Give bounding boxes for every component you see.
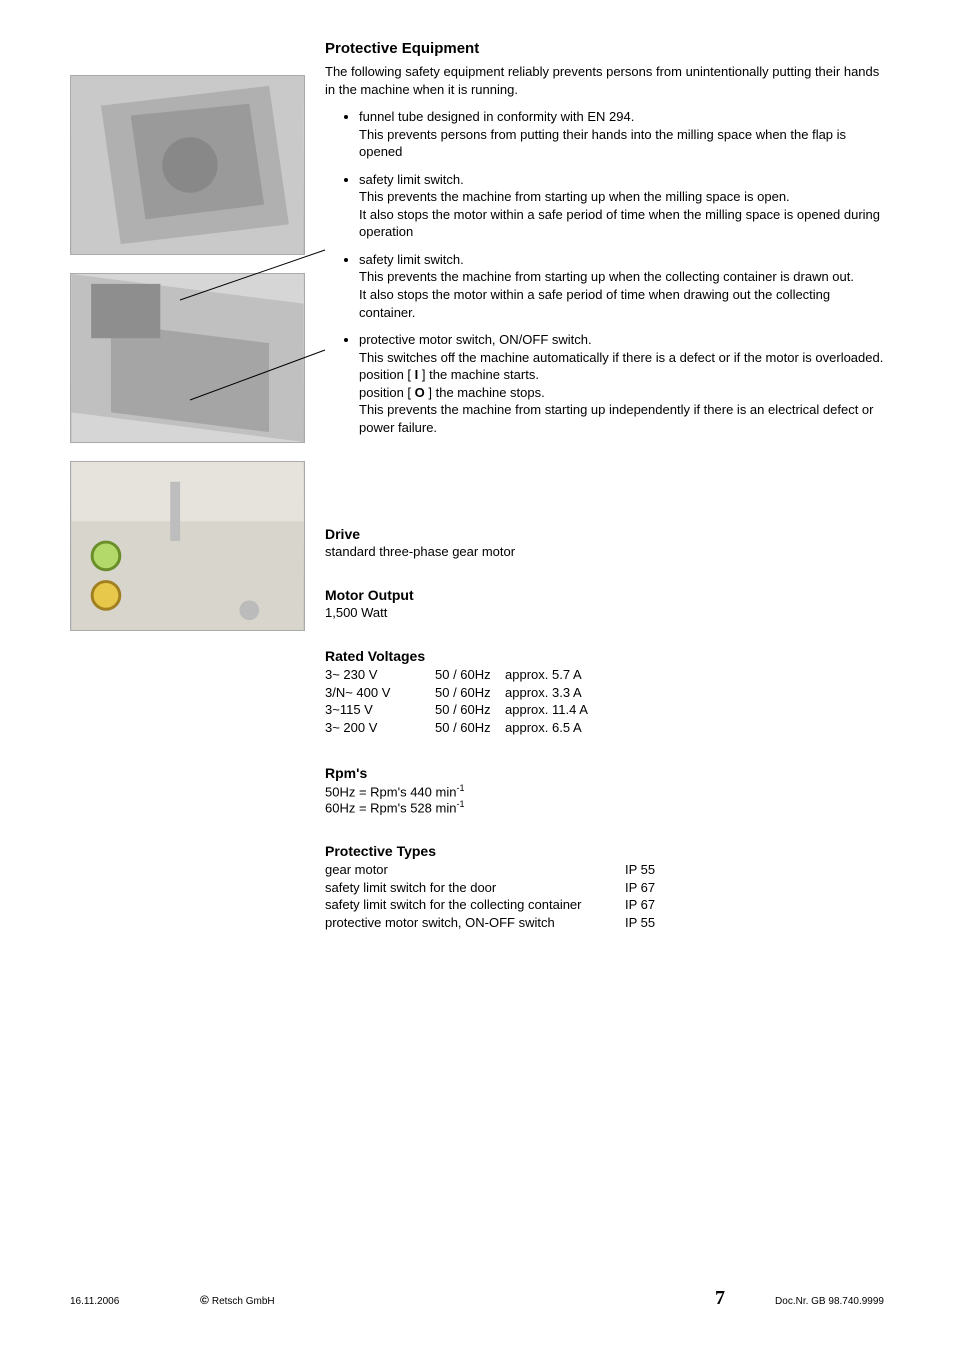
bullet-item: protective motor switch, ON/OFF switch. …: [359, 331, 884, 436]
current-cell: approx. 3.3 A: [505, 684, 645, 702]
protective-ip-cell: IP 67: [625, 896, 695, 914]
bullet-item: safety limit switch. This prevents the m…: [359, 171, 884, 241]
rpm-line-2: 60Hz = Rpm's 528 min-1: [325, 799, 884, 815]
bullet-head: protective motor switch, ON/OFF switch.: [359, 332, 592, 347]
section-title: Protective Equipment: [325, 40, 884, 57]
bullet-item: funnel tube designed in conformity with …: [359, 108, 884, 161]
footer-doc-number: Doc.Nr. GB 98.740.9999: [775, 1296, 884, 1307]
bullet-head: funnel tube designed in conformity with …: [359, 109, 634, 124]
frequency-cell: 50 / 60Hz: [435, 666, 505, 684]
drive-title: Drive: [325, 526, 884, 542]
intro-paragraph: The following safety equipment reliably …: [325, 63, 884, 98]
machine-illustration-1: [71, 76, 304, 254]
motor-output-title: Motor Output: [325, 587, 884, 603]
machine-illustration-2: [71, 274, 304, 442]
bullet-item: safety limit switch. This prevents the m…: [359, 251, 884, 321]
bullet-body: This switches off the machine automatica…: [359, 350, 883, 435]
protective-types-table: gear motorIP 55safety limit switch for t…: [325, 861, 884, 931]
current-cell: approx. 5.7 A: [505, 666, 645, 684]
text-column: Protective Equipment The following safet…: [325, 40, 884, 931]
voltage-cell: 3/N~ 400 V: [325, 684, 435, 702]
protective-label-cell: gear motor: [325, 861, 625, 879]
protective-ip-cell: IP 55: [625, 914, 695, 932]
protective-ip-cell: IP 67: [625, 879, 695, 897]
footer-page-number: 7: [715, 1287, 775, 1310]
bullet-head: safety limit switch.: [359, 172, 464, 187]
rpm-title: Rpm's: [325, 765, 884, 781]
frequency-cell: 50 / 60Hz: [435, 684, 505, 702]
figure-safety-switch: [70, 273, 305, 443]
footer-date: 16.11.2006: [70, 1296, 200, 1307]
bullet-body: This prevents persons from putting their…: [359, 127, 846, 160]
image-column: [70, 40, 305, 931]
drive-text: standard three-phase gear motor: [325, 544, 884, 559]
voltage-cell: 3~115 V: [325, 701, 435, 719]
copyright-icon: ©: [200, 1293, 209, 1307]
frequency-cell: 50 / 60Hz: [435, 719, 505, 737]
page-footer: 16.11.2006 ©Retsch GmbH 7 Doc.Nr. GB 98.…: [70, 1287, 884, 1310]
machine-illustration-3: [71, 462, 304, 630]
rated-voltages-title: Rated Voltages: [325, 648, 884, 664]
voltage-cell: 3~ 200 V: [325, 719, 435, 737]
voltage-cell: 3~ 230 V: [325, 666, 435, 684]
bullet-head: safety limit switch.: [359, 252, 464, 267]
bullet-list: funnel tube designed in conformity with …: [325, 108, 884, 436]
protective-label-cell: protective motor switch, ON-OFF switch: [325, 914, 625, 932]
protective-ip-cell: IP 55: [625, 861, 695, 879]
bullet-body: This prevents the machine from starting …: [359, 269, 854, 319]
protective-types-title: Protective Types: [325, 843, 884, 859]
rpm-line-1: 50Hz = Rpm's 440 min-1: [325, 783, 884, 799]
protective-label-cell: safety limit switch for the collecting c…: [325, 896, 625, 914]
figure-funnel-tube: [70, 75, 305, 255]
current-cell: approx. 6.5 A: [505, 719, 645, 737]
protective-label-cell: safety limit switch for the door: [325, 879, 625, 897]
figure-motor-switch: [70, 461, 305, 631]
current-cell: approx. 11.4 A: [505, 701, 645, 719]
footer-brand: ©Retsch GmbH: [200, 1293, 715, 1307]
motor-output-text: 1,500 Watt: [325, 605, 884, 620]
rated-voltages-table: 3~ 230 V50 / 60Hzapprox. 5.7 A3/N~ 400 V…: [325, 666, 884, 736]
frequency-cell: 50 / 60Hz: [435, 701, 505, 719]
bullet-body: This prevents the machine from starting …: [359, 189, 880, 239]
